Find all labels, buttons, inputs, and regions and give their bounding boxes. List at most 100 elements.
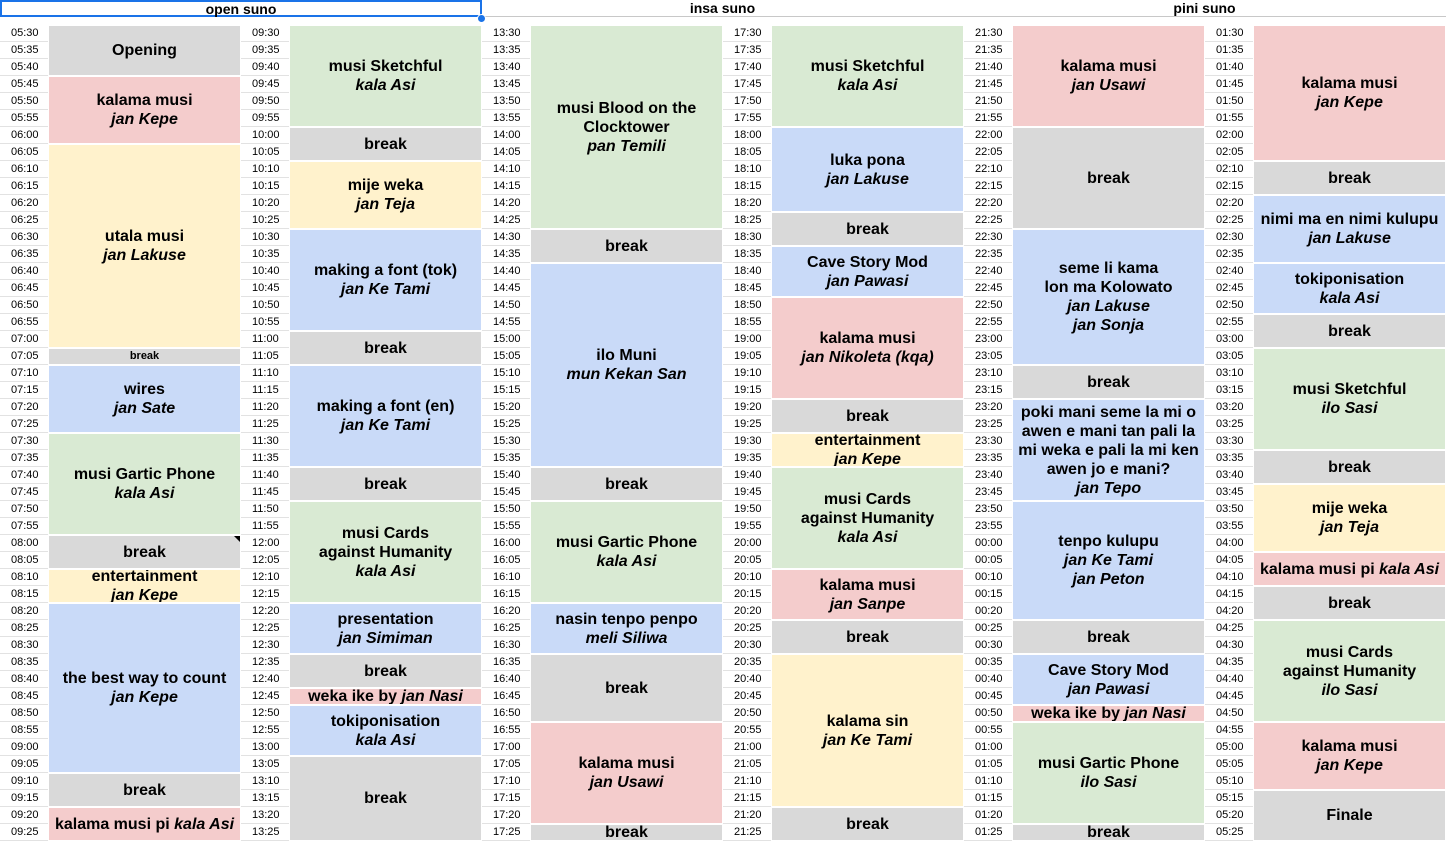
time-cell[interactable]: 05:20 [1205,807,1253,824]
time-cell[interactable]: 01:30 [1205,25,1253,42]
time-cell[interactable]: 02:10 [1205,161,1253,178]
time-cell[interactable]: 02:15 [1205,178,1253,195]
time-cell[interactable]: 13:45 [482,76,530,93]
time-cell[interactable]: 12:30 [241,637,289,654]
time-cell[interactable]: 01:45 [1205,76,1253,93]
event-block[interactable]: tenpo kulupu jan Ke Tami jan Peton [1012,501,1205,620]
time-cell[interactable]: 19:10 [723,365,771,382]
time-cell[interactable]: 23:55 [964,518,1012,535]
time-cell[interactable]: 20:35 [723,654,771,671]
event-block[interactable]: utala musi jan Lakuse [48,144,241,348]
time-cell[interactable]: 09:50 [241,93,289,110]
time-cell[interactable]: 17:55 [723,110,771,127]
time-cell[interactable]: 03:25 [1205,416,1253,433]
time-cell[interactable]: 02:35 [1205,246,1253,263]
time-cell[interactable]: 10:15 [241,178,289,195]
time-cell[interactable]: 04:10 [1205,569,1253,586]
event-block[interactable]: luka pona jan Lakuse [771,127,964,212]
time-cell[interactable]: 23:35 [964,450,1012,467]
time-cell[interactable]: 14:20 [482,195,530,212]
time-cell[interactable]: 15:40 [482,467,530,484]
time-cell[interactable]: 20:30 [723,637,771,654]
event-block[interactable]: making a font (tok) jan Ke Tami [289,229,482,331]
time-cell[interactable]: 17:30 [723,25,771,42]
time-cell[interactable]: 12:25 [241,620,289,637]
time-cell[interactable]: 21:05 [723,756,771,773]
time-cell[interactable]: 14:30 [482,229,530,246]
time-cell[interactable]: 19:45 [723,484,771,501]
time-cell[interactable]: 04:20 [1205,603,1253,620]
time-cell[interactable]: 03:20 [1205,399,1253,416]
time-cell[interactable]: 10:25 [241,212,289,229]
time-cell[interactable]: 00:15 [964,586,1012,603]
time-cell[interactable]: 06:55 [0,314,48,331]
time-cell[interactable]: 06:00 [0,127,48,144]
time-cell[interactable]: 14:40 [482,263,530,280]
time-cell[interactable]: 19:40 [723,467,771,484]
time-cell[interactable]: 19:20 [723,399,771,416]
event-block[interactable]: musi Gartic Phone ilo Sasi [1012,722,1205,824]
time-cell[interactable]: 05:50 [0,93,48,110]
event-block[interactable]: kalama musi jan Usawi [530,722,723,824]
break-block[interactable]: break [289,756,482,841]
break-block[interactable]: break [289,467,482,501]
time-cell[interactable]: 11:20 [241,399,289,416]
time-cell[interactable]: 16:55 [482,722,530,739]
time-cell[interactable]: 08:50 [0,705,48,722]
time-cell[interactable]: 21:35 [964,42,1012,59]
event-block[interactable]: tokiponisation kala Asi [1253,263,1446,314]
time-cell[interactable]: 07:20 [0,399,48,416]
time-cell[interactable]: 03:00 [1205,331,1253,348]
break-block[interactable]: break [289,127,482,161]
time-cell[interactable]: 08:15 [0,586,48,603]
time-cell[interactable]: 01:25 [964,824,1012,841]
time-cell[interactable]: 07:05 [0,348,48,365]
break-block[interactable]: break [1012,127,1205,229]
break-block[interactable]: break [48,773,241,807]
time-cell[interactable]: 04:50 [1205,705,1253,722]
time-cell[interactable]: 13:30 [482,25,530,42]
break-block[interactable]: break [1012,365,1205,399]
time-cell[interactable]: 01:10 [964,773,1012,790]
time-cell[interactable]: 06:30 [0,229,48,246]
time-cell[interactable]: 00:35 [964,654,1012,671]
break-block[interactable]: break [48,535,241,569]
time-cell[interactable]: 12:00 [241,535,289,552]
time-cell[interactable]: 20:00 [723,535,771,552]
time-cell[interactable]: 07:00 [0,331,48,348]
time-cell[interactable]: 12:50 [241,705,289,722]
time-cell[interactable]: 14:10 [482,161,530,178]
time-cell[interactable]: 04:15 [1205,586,1253,603]
time-cell[interactable]: 05:25 [1205,824,1253,841]
time-cell[interactable]: 18:40 [723,263,771,280]
break-block[interactable]: break [1253,586,1446,620]
break-block[interactable]: break [1253,314,1446,348]
time-cell[interactable]: 07:25 [0,416,48,433]
time-cell[interactable]: 14:15 [482,178,530,195]
time-cell[interactable]: 08:35 [0,654,48,671]
event-block[interactable]: nasin tenpo penpo meli Siliwa [530,603,723,654]
time-cell[interactable]: 02:40 [1205,263,1253,280]
time-cell[interactable]: 11:15 [241,382,289,399]
time-cell[interactable]: 01:20 [964,807,1012,824]
time-cell[interactable]: 01:50 [1205,93,1253,110]
time-cell[interactable]: 18:25 [723,212,771,229]
time-cell[interactable]: 18:50 [723,297,771,314]
header-insa-suno[interactable]: insa suno [482,0,963,17]
time-cell[interactable]: 23:15 [964,382,1012,399]
break-block[interactable]: break [1012,620,1205,654]
time-cell[interactable]: 12:55 [241,722,289,739]
time-cell[interactable]: 14:50 [482,297,530,314]
time-cell[interactable]: 15:45 [482,484,530,501]
event-block[interactable]: musi Sketchful kala Asi [771,25,964,127]
time-cell[interactable]: 11:25 [241,416,289,433]
event-block[interactable]: kalama musi jan Kepe [1253,25,1446,161]
time-cell[interactable]: 06:25 [0,212,48,229]
time-cell[interactable]: 04:30 [1205,637,1253,654]
time-cell[interactable]: 04:45 [1205,688,1253,705]
time-cell[interactable]: 03:40 [1205,467,1253,484]
time-cell[interactable]: 00:30 [964,637,1012,654]
time-cell[interactable]: 17:35 [723,42,771,59]
time-cell[interactable]: 10:05 [241,144,289,161]
time-cell[interactable]: 03:50 [1205,501,1253,518]
